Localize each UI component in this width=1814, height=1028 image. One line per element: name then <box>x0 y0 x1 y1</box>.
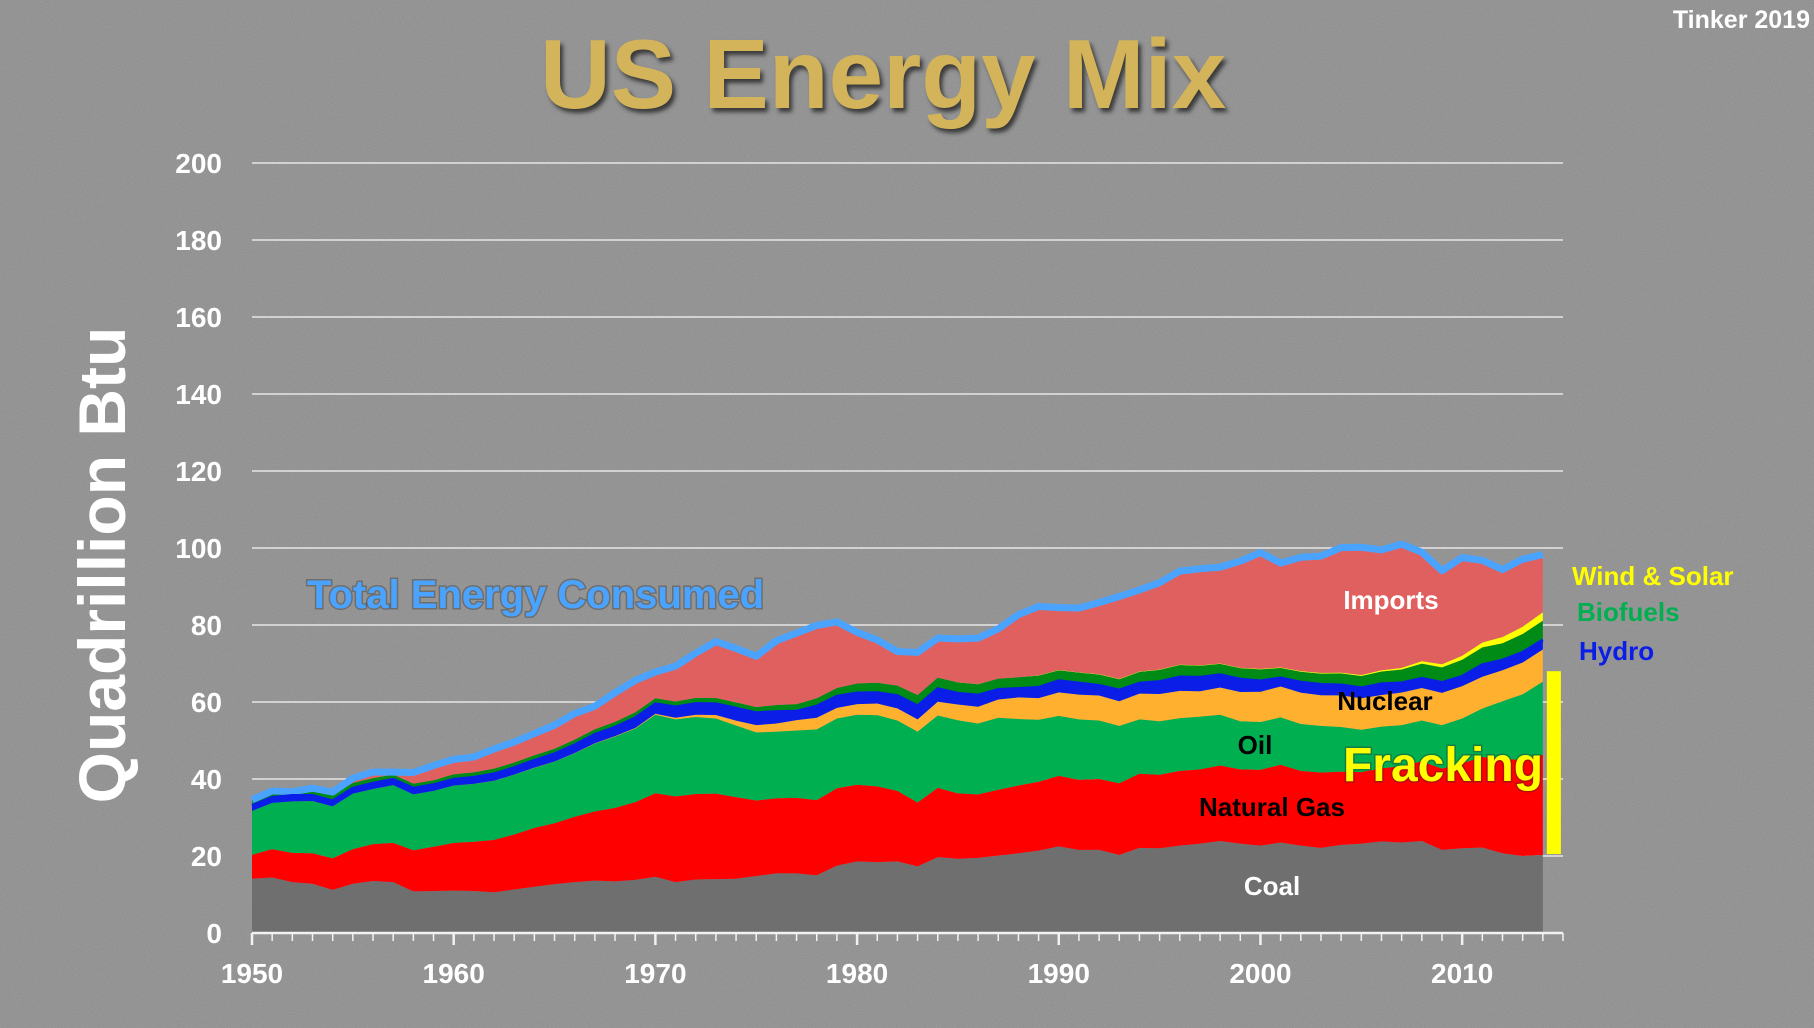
label-hydro: Hydro <box>1579 636 1654 666</box>
y-tick-label-40: 40 <box>191 764 222 795</box>
label-biofuels: Biofuels <box>1577 597 1680 627</box>
chart-title: US Energy Mix <box>540 19 1227 129</box>
label-oil: Oil <box>1238 730 1273 760</box>
area-hydro <box>252 639 1543 811</box>
x-tick-label-1990: 1990 <box>1028 958 1090 989</box>
axes: 0 20 40 60 80 100 120 140 160 180 200 1950 1960 1970 1… <box>175 148 1564 989</box>
y-tick-label-20: 20 <box>191 841 222 872</box>
y-tick-label-180: 180 <box>175 225 222 256</box>
area-nuclear <box>252 649 1543 811</box>
y-tick-label-120: 120 <box>175 456 222 487</box>
fracking-bar <box>1546 671 1561 855</box>
label-nuclear: Nuclear <box>1337 686 1432 716</box>
total-energy-line <box>250 540 1544 803</box>
credit-text: Tinker 2019 <box>1672 6 1810 34</box>
y-tick-label-160: 160 <box>175 302 222 333</box>
label-fracking: Fracking <box>1343 739 1543 792</box>
x-tick-label-2000: 2000 <box>1229 958 1291 989</box>
area-coal <box>252 840 1543 933</box>
x-tick-label-1970: 1970 <box>624 958 686 989</box>
label-imports: Imports <box>1343 585 1438 615</box>
area-labels: Total Energy Consumed Imports Nuclear Oil Fr… <box>306 561 1734 901</box>
fracking-bar-group <box>1546 671 1561 855</box>
y-tick-label-100: 100 <box>175 533 222 564</box>
label-natural-gas: Natural Gas <box>1199 792 1345 822</box>
y-axis-label: Quadrillion Btu <box>65 326 139 804</box>
y-tick-label-80: 80 <box>191 610 222 641</box>
area-natural-gas <box>252 754 1543 893</box>
y-tick-label-200: 200 <box>175 148 222 179</box>
hydro-edge-line <box>251 638 1544 807</box>
label-coal: Coal <box>1244 871 1300 901</box>
area-imports <box>252 544 1543 800</box>
area-oil <box>252 681 1543 859</box>
label-total-energy-consumed: Total Energy Consumed <box>307 573 764 617</box>
label-wind-solar: Wind & Solar <box>1572 561 1734 591</box>
y-tick-label-0: 0 <box>206 918 222 949</box>
x-tick-label-1950: 1950 <box>221 958 283 989</box>
x-tick-label-2010: 2010 <box>1431 958 1493 989</box>
y-tick-label-140: 140 <box>175 379 222 410</box>
x-tick-label-1960: 1960 <box>423 958 485 989</box>
area-biofuels <box>252 620 1543 806</box>
stacked-areas <box>250 540 1544 933</box>
x-tick-label-1980: 1980 <box>826 958 888 989</box>
y-tick-label-60: 60 <box>191 687 222 718</box>
